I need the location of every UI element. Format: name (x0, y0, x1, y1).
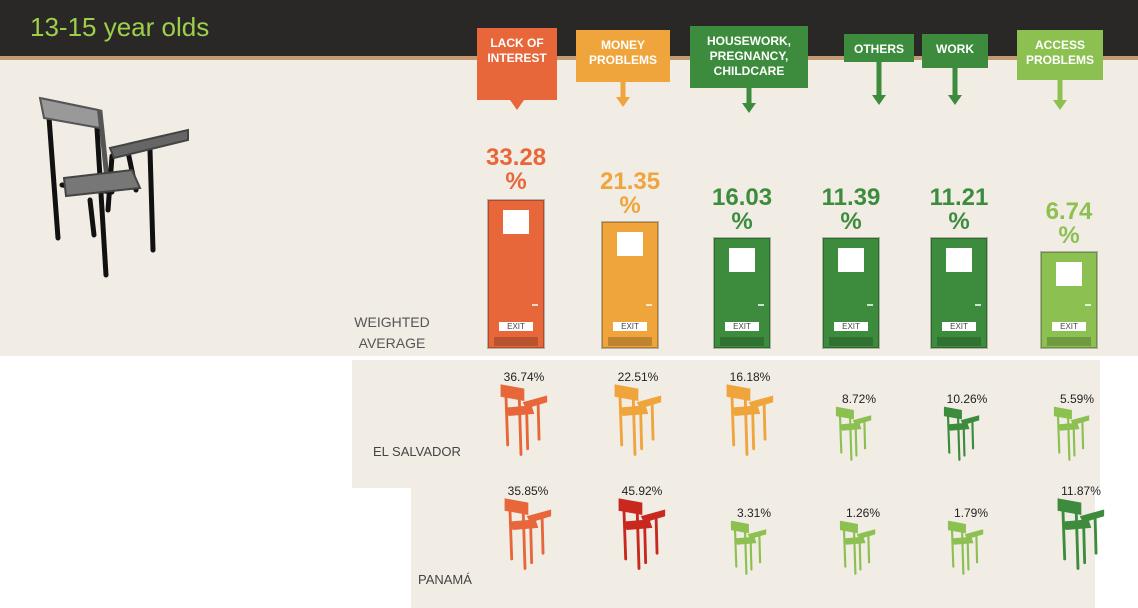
door-window (503, 210, 529, 234)
country-value: 3.31% (719, 506, 789, 520)
chair-leg (527, 413, 528, 449)
door-window (1056, 262, 1082, 286)
chair-leg (856, 428, 857, 455)
exit-sign: EXIT (499, 322, 533, 331)
percent-value: 21.35 % (600, 170, 660, 218)
chair-leg (637, 508, 639, 569)
chair-leg (948, 412, 949, 452)
chair-leg (519, 394, 521, 455)
door-window (729, 248, 755, 272)
country-value: 8.72% (824, 392, 894, 406)
chair-leg (735, 526, 736, 566)
row-label: WEIGHTED AVERAGE (340, 312, 444, 354)
chair-leg (1095, 517, 1096, 553)
door-window (838, 248, 864, 272)
country-value: 35.85% (493, 484, 563, 498)
chair-leg (1082, 421, 1083, 448)
percent-value: 11.21 % (929, 186, 989, 234)
chair-leg (964, 428, 965, 455)
chair-leg (844, 526, 845, 566)
chair-leg (753, 413, 754, 449)
percent-value: 33.28 % (486, 146, 546, 194)
banner-label: OTHERS (848, 42, 910, 57)
door-kick (937, 337, 981, 346)
exit-sign: EXIT (613, 322, 647, 331)
infographic: 13-15 year olds WEIGHTED AVERAGE EL SALV… (0, 0, 1138, 608)
door-kick (720, 337, 764, 346)
country-value: 36.74% (489, 370, 559, 384)
chair-leg (745, 528, 746, 574)
chair-leg (732, 392, 734, 445)
chair-leg (645, 527, 646, 563)
exit-sign: EXIT (1052, 322, 1086, 331)
exit-sign: EXIT (834, 322, 868, 331)
banner-label: WORK (926, 42, 984, 57)
chair-leg (1068, 414, 1069, 460)
chair-leg (1058, 412, 1059, 452)
chair-leg (633, 394, 635, 455)
chair-leg (523, 508, 525, 569)
country-value: 45.92% (607, 484, 677, 498)
banner-label: MONEY PROBLEMS (580, 38, 666, 68)
percent-value: 6.74 % (1039, 200, 1099, 248)
door-window (617, 232, 643, 256)
country-label: EL SALVADOR (373, 444, 461, 459)
exit-sign: EXIT (725, 322, 759, 331)
chair-leg (506, 392, 508, 445)
chair-leg (962, 528, 963, 574)
percent-value: 11.39 % (821, 186, 881, 234)
title: 13-15 year olds (30, 12, 209, 43)
door-kick (829, 337, 873, 346)
door-window (946, 248, 972, 272)
chair-leg (1084, 527, 1085, 563)
chair-leg (864, 421, 865, 448)
country-value: 1.26% (828, 506, 898, 520)
chair-leg (1063, 506, 1065, 559)
chair-leg (620, 392, 622, 445)
chair-leg (624, 506, 626, 559)
chair-leg (538, 403, 539, 439)
percent-value: 16.03 % (712, 186, 772, 234)
chair-leg (976, 535, 977, 562)
country-value: 5.59% (1042, 392, 1112, 406)
chair-leg (868, 535, 869, 562)
chair-leg (745, 394, 747, 455)
country-value: 11.87% (1046, 484, 1116, 498)
chair-leg (641, 413, 642, 449)
chair-leg (958, 414, 959, 460)
chair-leg (850, 414, 851, 460)
door-kick (1047, 337, 1091, 346)
chair-leg (542, 517, 543, 553)
chair-leg (1076, 508, 1078, 569)
chair-leg (751, 542, 752, 569)
country-value: 10.26% (932, 392, 1002, 406)
country-value: 22.51% (603, 370, 673, 384)
chair-leg (968, 542, 969, 569)
chair-leg (759, 535, 760, 562)
banner-label: ACCESS PROBLEMS (1021, 38, 1099, 68)
country-value: 1.79% (936, 506, 1006, 520)
country-value: 16.18% (715, 370, 785, 384)
chair-leg (656, 517, 657, 553)
chair-leg (972, 421, 973, 448)
banner-label: HOUSEWORK, PREGNANCY, CHILDCARE (694, 34, 804, 79)
chair-leg (1074, 428, 1075, 455)
country-label: PANAMÁ (418, 572, 472, 587)
chair-leg (510, 506, 512, 559)
chair-leg (854, 528, 855, 574)
chair-leg (860, 542, 861, 569)
chair-leg (764, 403, 765, 439)
chair-leg (652, 403, 653, 439)
chair-leg (952, 526, 953, 566)
exit-sign: EXIT (942, 322, 976, 331)
banner-label: LACK OF INTEREST (481, 36, 553, 66)
chair-leg (531, 527, 532, 563)
chair-leg (840, 412, 841, 452)
door-kick (494, 337, 538, 346)
door-kick (608, 337, 652, 346)
